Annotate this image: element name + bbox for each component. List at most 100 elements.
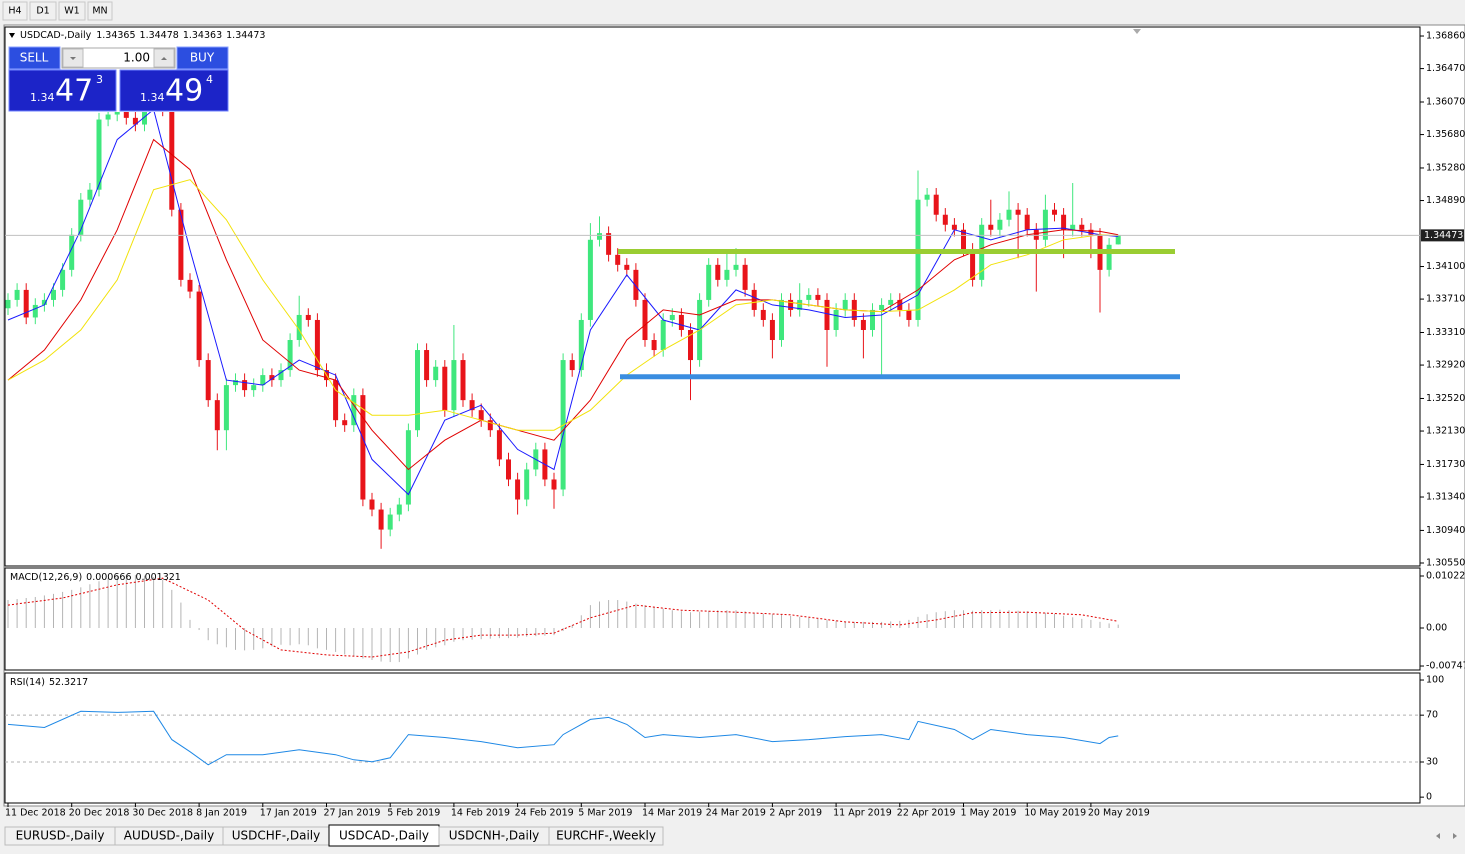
timeframe-label[interactable]: W1 — [64, 6, 79, 17]
y-tick-label: 0.010229 — [1426, 570, 1465, 581]
symbol-title: USDCAD-,Daily — [20, 30, 92, 41]
candle-body — [60, 269, 66, 290]
y-tick-label: 1.35680 — [1426, 129, 1465, 140]
buy-button[interactable] — [176, 46, 229, 70]
timeframe-button[interactable] — [29, 1, 57, 21]
candle-body — [251, 385, 257, 391]
tab-label[interactable]: EURCHF-,Weekly — [556, 829, 656, 843]
tab-label[interactable]: USDCHF-,Daily — [232, 829, 320, 843]
candle-body — [678, 314, 684, 330]
candle-body — [961, 229, 966, 250]
candle-body — [1115, 235, 1121, 245]
plot-area: 1.368601.364701.360701.356801.352801.348… — [5, 31, 1465, 819]
rsi-value: 52.3217 — [49, 677, 88, 688]
candle-body — [424, 350, 430, 381]
candle-body — [970, 249, 976, 280]
tab-scroll-left[interactable] — [1436, 833, 1440, 839]
chart-window — [3, 24, 1465, 807]
candle-body — [23, 289, 29, 318]
open-value: 1.34365 — [96, 30, 135, 41]
candle-body — [506, 459, 511, 480]
candle-body — [733, 264, 739, 270]
y-tick-label: 1.31340 — [1426, 492, 1465, 503]
tab-label[interactable]: AUDUSD-,Daily — [124, 829, 214, 843]
candle-body — [1088, 229, 1094, 235]
symbol-info: USDCAD-,Daily 1.34365 1.34478 1.34363 1.3447… — [20, 30, 265, 41]
candle-body — [41, 299, 47, 305]
timeframe-label[interactable]: H4 — [8, 6, 21, 17]
sell-button[interactable] — [8, 46, 61, 70]
sell-label[interactable]: SELL — [20, 51, 49, 65]
candle-body — [797, 299, 803, 310]
timeframe-label[interactable]: MN — [92, 6, 107, 17]
y-tick-label: 1.33310 — [1426, 327, 1465, 338]
rsi-title: RSI(14) — [10, 677, 45, 688]
candle-body — [824, 299, 830, 330]
timeframe-button[interactable] — [2, 1, 28, 21]
candle-body — [706, 264, 712, 300]
candle-body — [951, 224, 957, 230]
candle-body — [242, 380, 248, 391]
candle-body — [624, 264, 630, 270]
candle-body — [606, 233, 612, 255]
sell-pips: 47 — [55, 74, 93, 109]
candle-body — [933, 194, 939, 215]
timeframe-button[interactable] — [58, 1, 86, 21]
price-label: 1.34473 — [1424, 230, 1463, 241]
tabs: EURUSD-,Daily AUDUSD-,Daily USDCHF-,Daily U… — [4, 824, 664, 847]
x-tick-label: 14 Mar 2019 — [642, 808, 702, 819]
candle-body — [1106, 244, 1112, 270]
price-label-bg — [1421, 229, 1464, 242]
candle-body — [524, 469, 530, 500]
buy-big-figure: 1.34 — [140, 91, 165, 104]
tab-label[interactable]: USDCNH-,Daily — [449, 829, 540, 843]
candle-body — [278, 370, 284, 381]
candle-body — [87, 189, 93, 200]
candle-body — [515, 479, 521, 500]
candle-body — [433, 366, 439, 381]
tab-scroll-right[interactable] — [1453, 833, 1457, 839]
moving-average — [7, 108, 1119, 496]
x-tick-label: 2 Apr 2019 — [769, 808, 822, 819]
y-tick-label: 70 — [1426, 710, 1438, 721]
candle-body — [169, 109, 175, 210]
y-tick-label: 1.32130 — [1426, 426, 1465, 437]
y-tick-label: 1.36470 — [1426, 63, 1465, 74]
candle-body — [551, 479, 557, 490]
rsi-header: RSI(14) 52.3217 — [10, 677, 88, 688]
tab[interactable] — [548, 826, 664, 846]
candle-body — [915, 199, 921, 320]
signal-value: 0.001321 — [136, 572, 181, 583]
macd-value: 0.000666 — [86, 572, 131, 583]
sell-price-box[interactable] — [8, 69, 117, 112]
low-value: 1.34363 — [183, 30, 222, 41]
buy-price-box[interactable] — [119, 69, 229, 112]
main-pane — [4, 26, 1421, 567]
candle-body — [114, 109, 120, 115]
up-arrow — [161, 57, 167, 60]
candle-body — [833, 309, 839, 330]
candle-body — [51, 289, 56, 300]
candle-body — [142, 104, 147, 125]
candle-body — [233, 380, 238, 386]
candle-body — [724, 269, 730, 280]
tab-label[interactable]: USDCAD-,Daily — [339, 829, 429, 843]
lot-field[interactable] — [61, 47, 176, 69]
candle-body — [14, 289, 20, 300]
candle-body — [669, 314, 675, 320]
candle-body — [742, 264, 748, 290]
shift-marker — [1133, 29, 1141, 34]
tab-label[interactable]: EURUSD-,Daily — [16, 829, 105, 843]
buy-label[interactable]: BUY — [190, 51, 215, 65]
candle-body — [1015, 209, 1021, 215]
x-tick-label: 11 Apr 2019 — [833, 808, 892, 819]
candle-body — [287, 340, 293, 371]
candle-body — [451, 360, 457, 411]
x-tick-label: 1 May 2019 — [961, 808, 1017, 819]
timeframe-button[interactable] — [87, 1, 113, 21]
timeframe-label[interactable]: D1 — [36, 6, 49, 17]
candle-body — [214, 400, 220, 431]
candle-body — [988, 224, 994, 230]
lot-value[interactable]: 1.00 — [123, 51, 150, 65]
